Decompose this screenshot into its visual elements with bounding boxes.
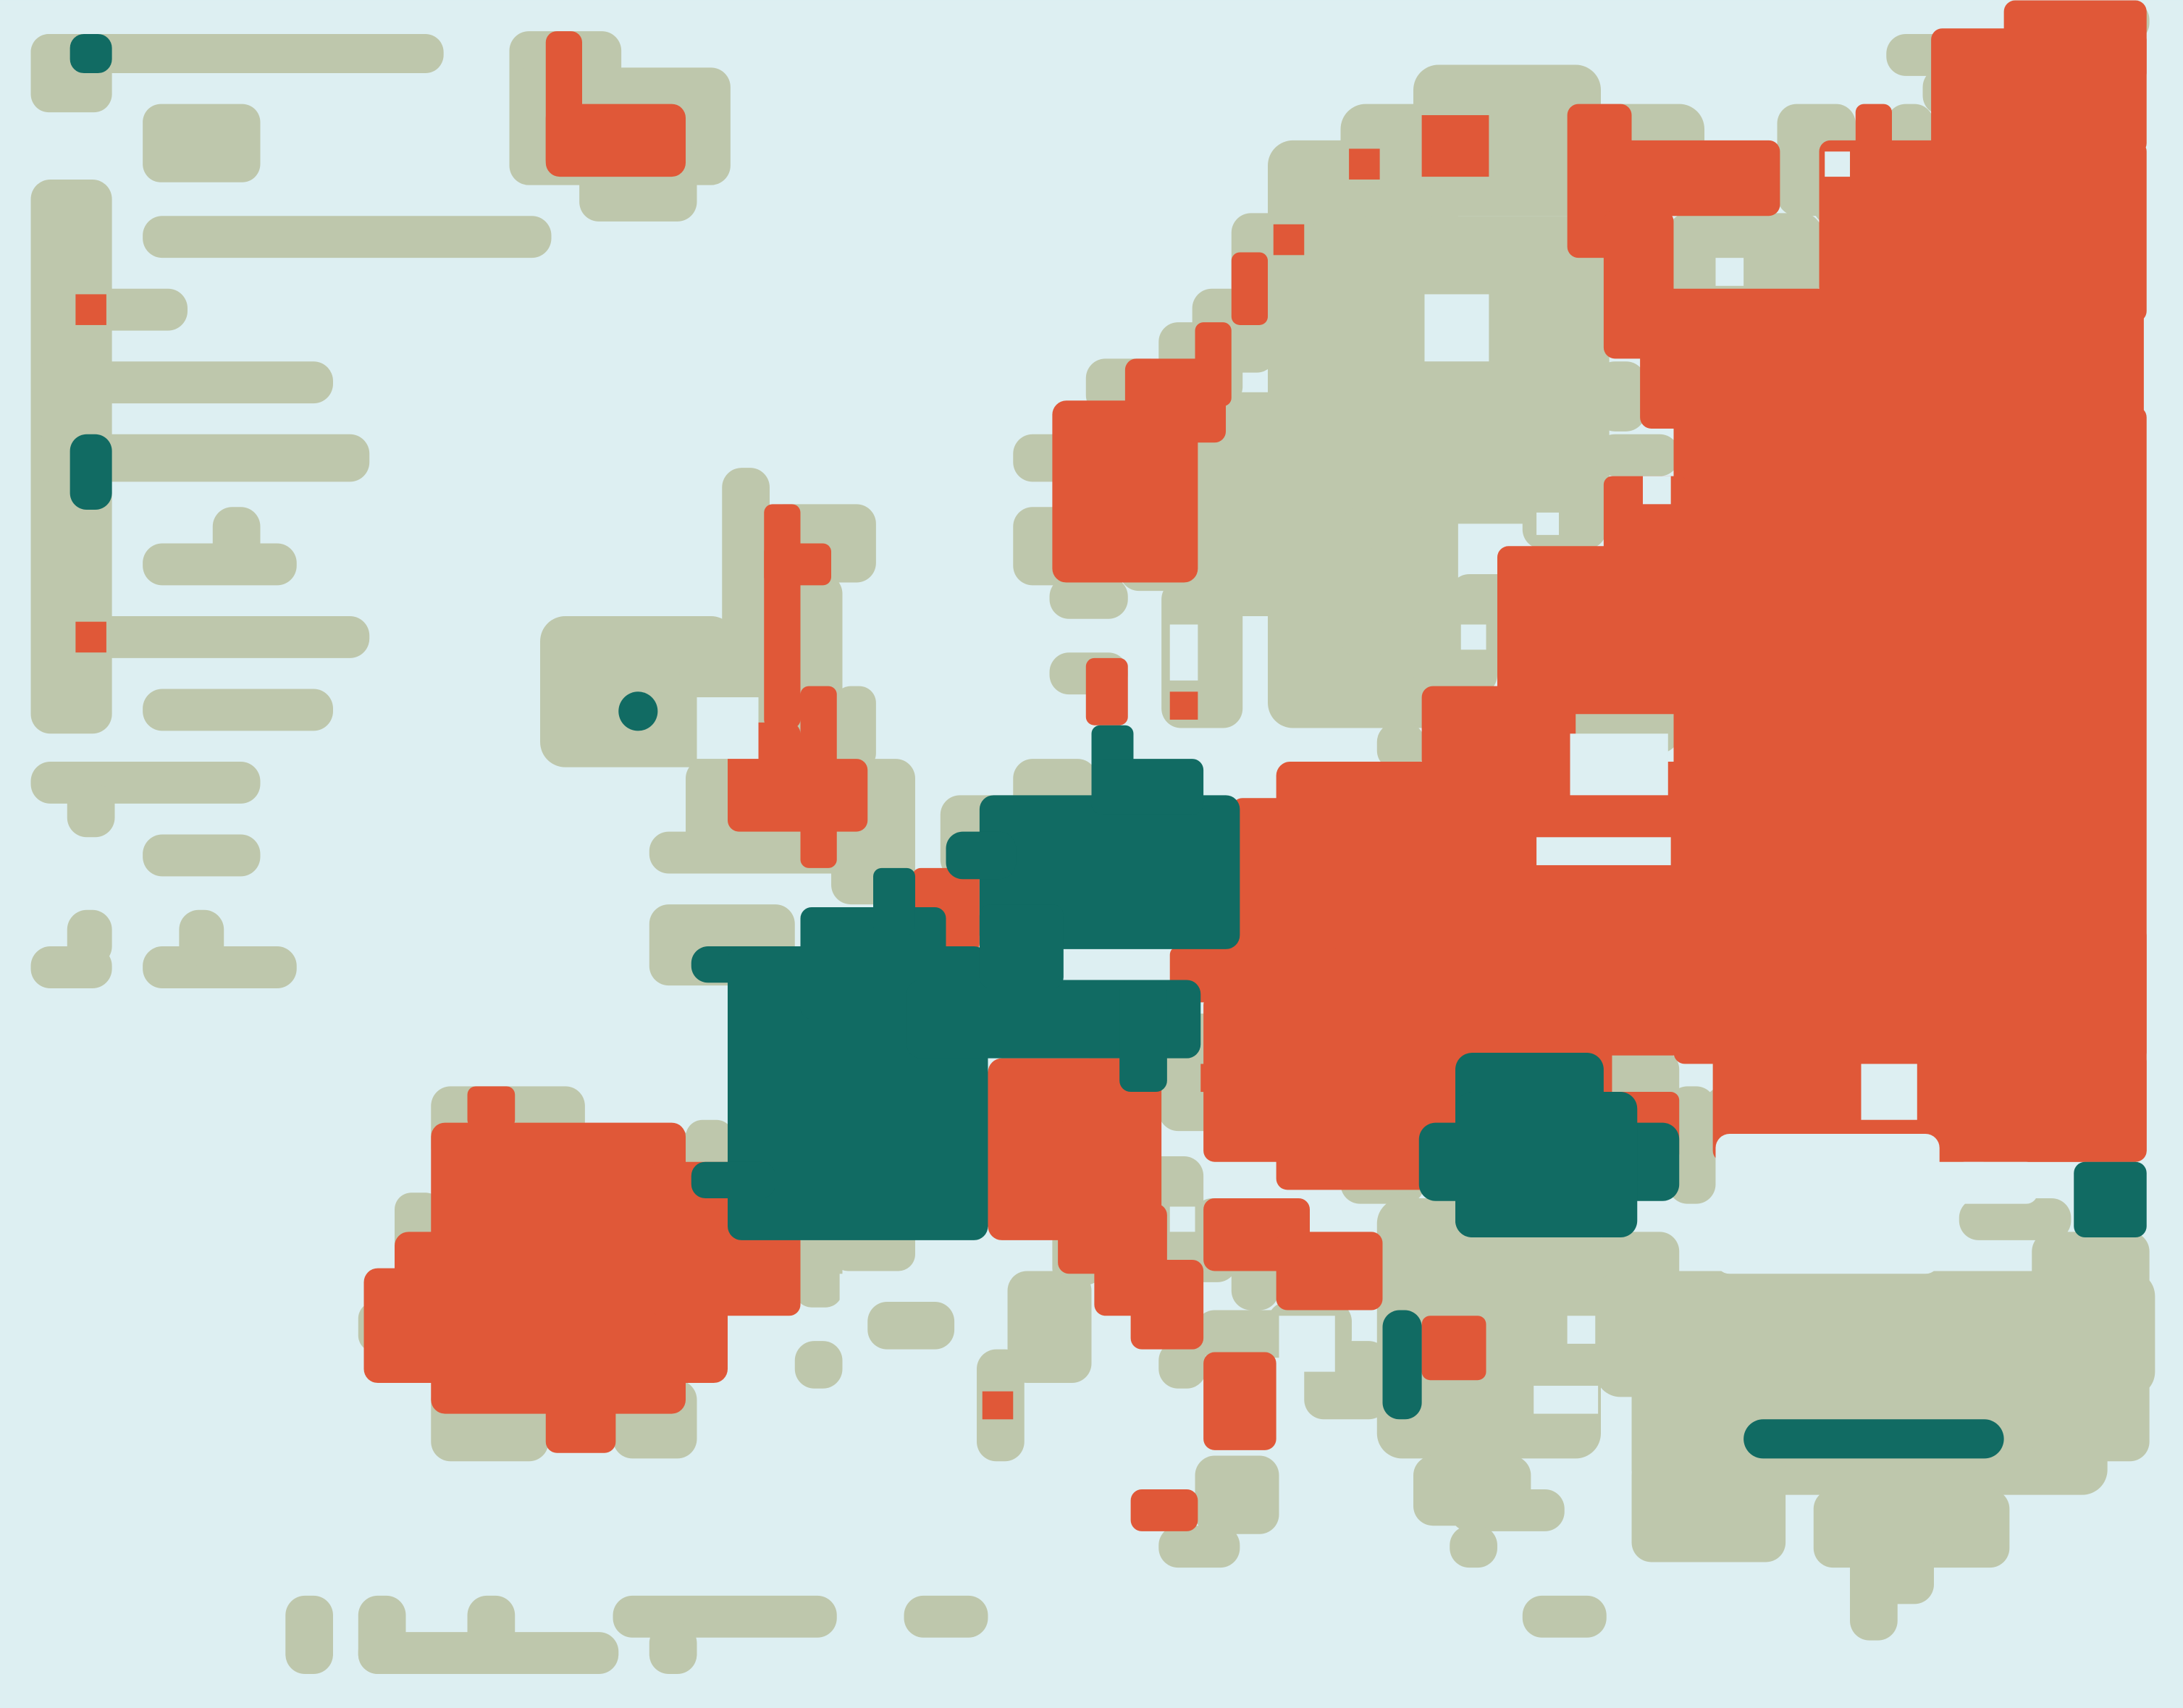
countries-teal [618,691,2147,1459]
lakes [697,151,2037,1414]
legend-swatch-teal-square [70,33,112,74]
country-teal-cyprus [1744,1419,2004,1459]
legend-panel [30,33,552,989]
country-teal-georgia [2074,1161,2147,1238]
legend-swatch-orange-square [75,294,106,325]
legend-swatch-teal-bar [70,434,112,510]
country-teal-isle-of-man [618,691,658,731]
country-teal-montenegro [1382,1310,1422,1420]
countries-orange [363,0,2147,1531]
legend-swatch-orange-square [75,621,106,653]
